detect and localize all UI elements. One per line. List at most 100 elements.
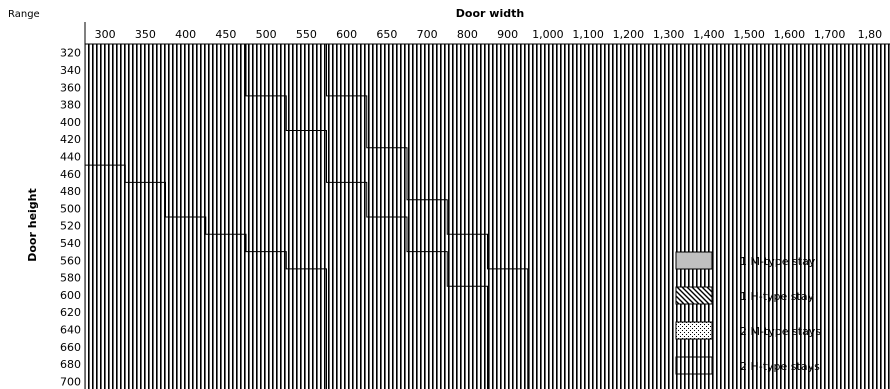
cell-h2: [246, 95, 287, 114]
cell-h2: [769, 78, 810, 97]
cell-h2: [85, 303, 126, 322]
cell-h2: [165, 217, 207, 235]
cell-h2: [326, 303, 368, 322]
cell-h2: [769, 199, 810, 218]
x-tick-label: 1,100: [572, 28, 604, 41]
cell-h2: [286, 372, 327, 389]
cell-h2: [688, 303, 730, 322]
cell-h2: [568, 130, 609, 149]
cell-h2: [648, 61, 690, 79]
cell-h2: [769, 44, 810, 62]
y-tick-label: 660: [60, 341, 81, 354]
x-tick-label: 800: [457, 28, 478, 41]
cell-h2: [286, 113, 327, 131]
cell-h2: [849, 320, 890, 339]
cell-h2: [568, 78, 609, 97]
cell-h2: [648, 165, 690, 183]
cell-h2: [246, 44, 287, 62]
cell-h2: [286, 182, 327, 201]
cell-h2: [407, 78, 448, 97]
cell-h2: [165, 199, 207, 218]
cell-h2: [769, 61, 810, 79]
cell-h2: [205, 182, 247, 201]
x-tick-label: 1,700: [814, 28, 846, 41]
cell-h2: [809, 165, 851, 183]
cell-h2: [447, 355, 488, 374]
y-tick-label: 480: [60, 185, 81, 198]
cell-h2: [568, 199, 609, 218]
cell-h2: [527, 355, 569, 374]
cell-h2: [809, 44, 851, 62]
legend-label-m1: 1 M-type stay: [740, 255, 816, 268]
cell-h2: [729, 217, 770, 235]
cell-h2: [849, 182, 890, 201]
cell-h2: [447, 182, 488, 201]
cell-h2: [769, 286, 810, 304]
cell-h2: [849, 130, 890, 149]
cell-h2: [568, 355, 609, 374]
cell-h2: [366, 78, 408, 97]
y-tick-label: 400: [60, 116, 81, 129]
cell-h2: [447, 286, 488, 304]
cell-h2: [205, 286, 247, 304]
cell-h2: [729, 44, 770, 62]
cell-h2: [326, 61, 368, 79]
cell-h2: [85, 217, 126, 235]
cell-h2: [487, 113, 529, 131]
cell-h2: [527, 338, 569, 356]
cell-h2: [849, 286, 890, 304]
cell-h2: [125, 251, 166, 270]
cell-h2: [286, 95, 327, 114]
cell-h2: [125, 268, 166, 287]
cell-h2: [769, 338, 810, 356]
cell-h2: [205, 303, 247, 322]
cell-h2: [205, 199, 247, 218]
cell-h2: [527, 182, 569, 201]
cell-h2: [366, 199, 408, 218]
y-tick-label: 620: [60, 306, 81, 319]
cell-h2: [487, 338, 529, 356]
y-tick-label: 680: [60, 358, 81, 371]
cell-h2: [568, 372, 609, 389]
y-tick-label: 380: [60, 99, 81, 112]
cell-h2: [527, 251, 569, 270]
cell-h2: [447, 217, 488, 235]
cell-h2: [608, 268, 649, 287]
x-tick-label: 650: [376, 28, 397, 41]
cell-h2: [246, 372, 287, 389]
legend-label-h1: 1 H-type stay: [740, 290, 815, 303]
cell-h2: [407, 355, 448, 374]
cell-h2: [527, 234, 569, 252]
cell-h2: [487, 286, 529, 304]
cell-h2: [286, 217, 327, 235]
cell-h2: [769, 113, 810, 131]
cell-h2: [407, 268, 448, 287]
cell-h2: [407, 147, 448, 166]
cell-h2: [366, 95, 408, 114]
cell-h2: [568, 320, 609, 339]
cell-h2: [286, 44, 327, 62]
cell-h2: [809, 147, 851, 166]
cell-h2: [648, 95, 690, 114]
cell-h2: [729, 182, 770, 201]
cell-h2: [447, 372, 488, 389]
x-tick-label: 1,400: [693, 28, 725, 41]
cell-h2: [648, 268, 690, 287]
cell-h2: [688, 78, 730, 97]
cell-h2: [286, 286, 327, 304]
cell-h2: [729, 338, 770, 356]
x-axis-title: Door width: [456, 7, 524, 20]
cell-h2: [246, 217, 287, 235]
cell-h2: [809, 234, 851, 252]
cell-h2: [286, 303, 327, 322]
cell-h2: [125, 44, 166, 62]
cell-h2: [125, 303, 166, 322]
cell-h2: [246, 251, 287, 270]
cell-h2: [447, 95, 488, 114]
cell-h2: [407, 251, 448, 270]
cell-h2: [85, 130, 126, 149]
y-tick-label: 640: [60, 323, 81, 336]
cell-h2: [326, 95, 368, 114]
cell-h2: [769, 320, 810, 339]
